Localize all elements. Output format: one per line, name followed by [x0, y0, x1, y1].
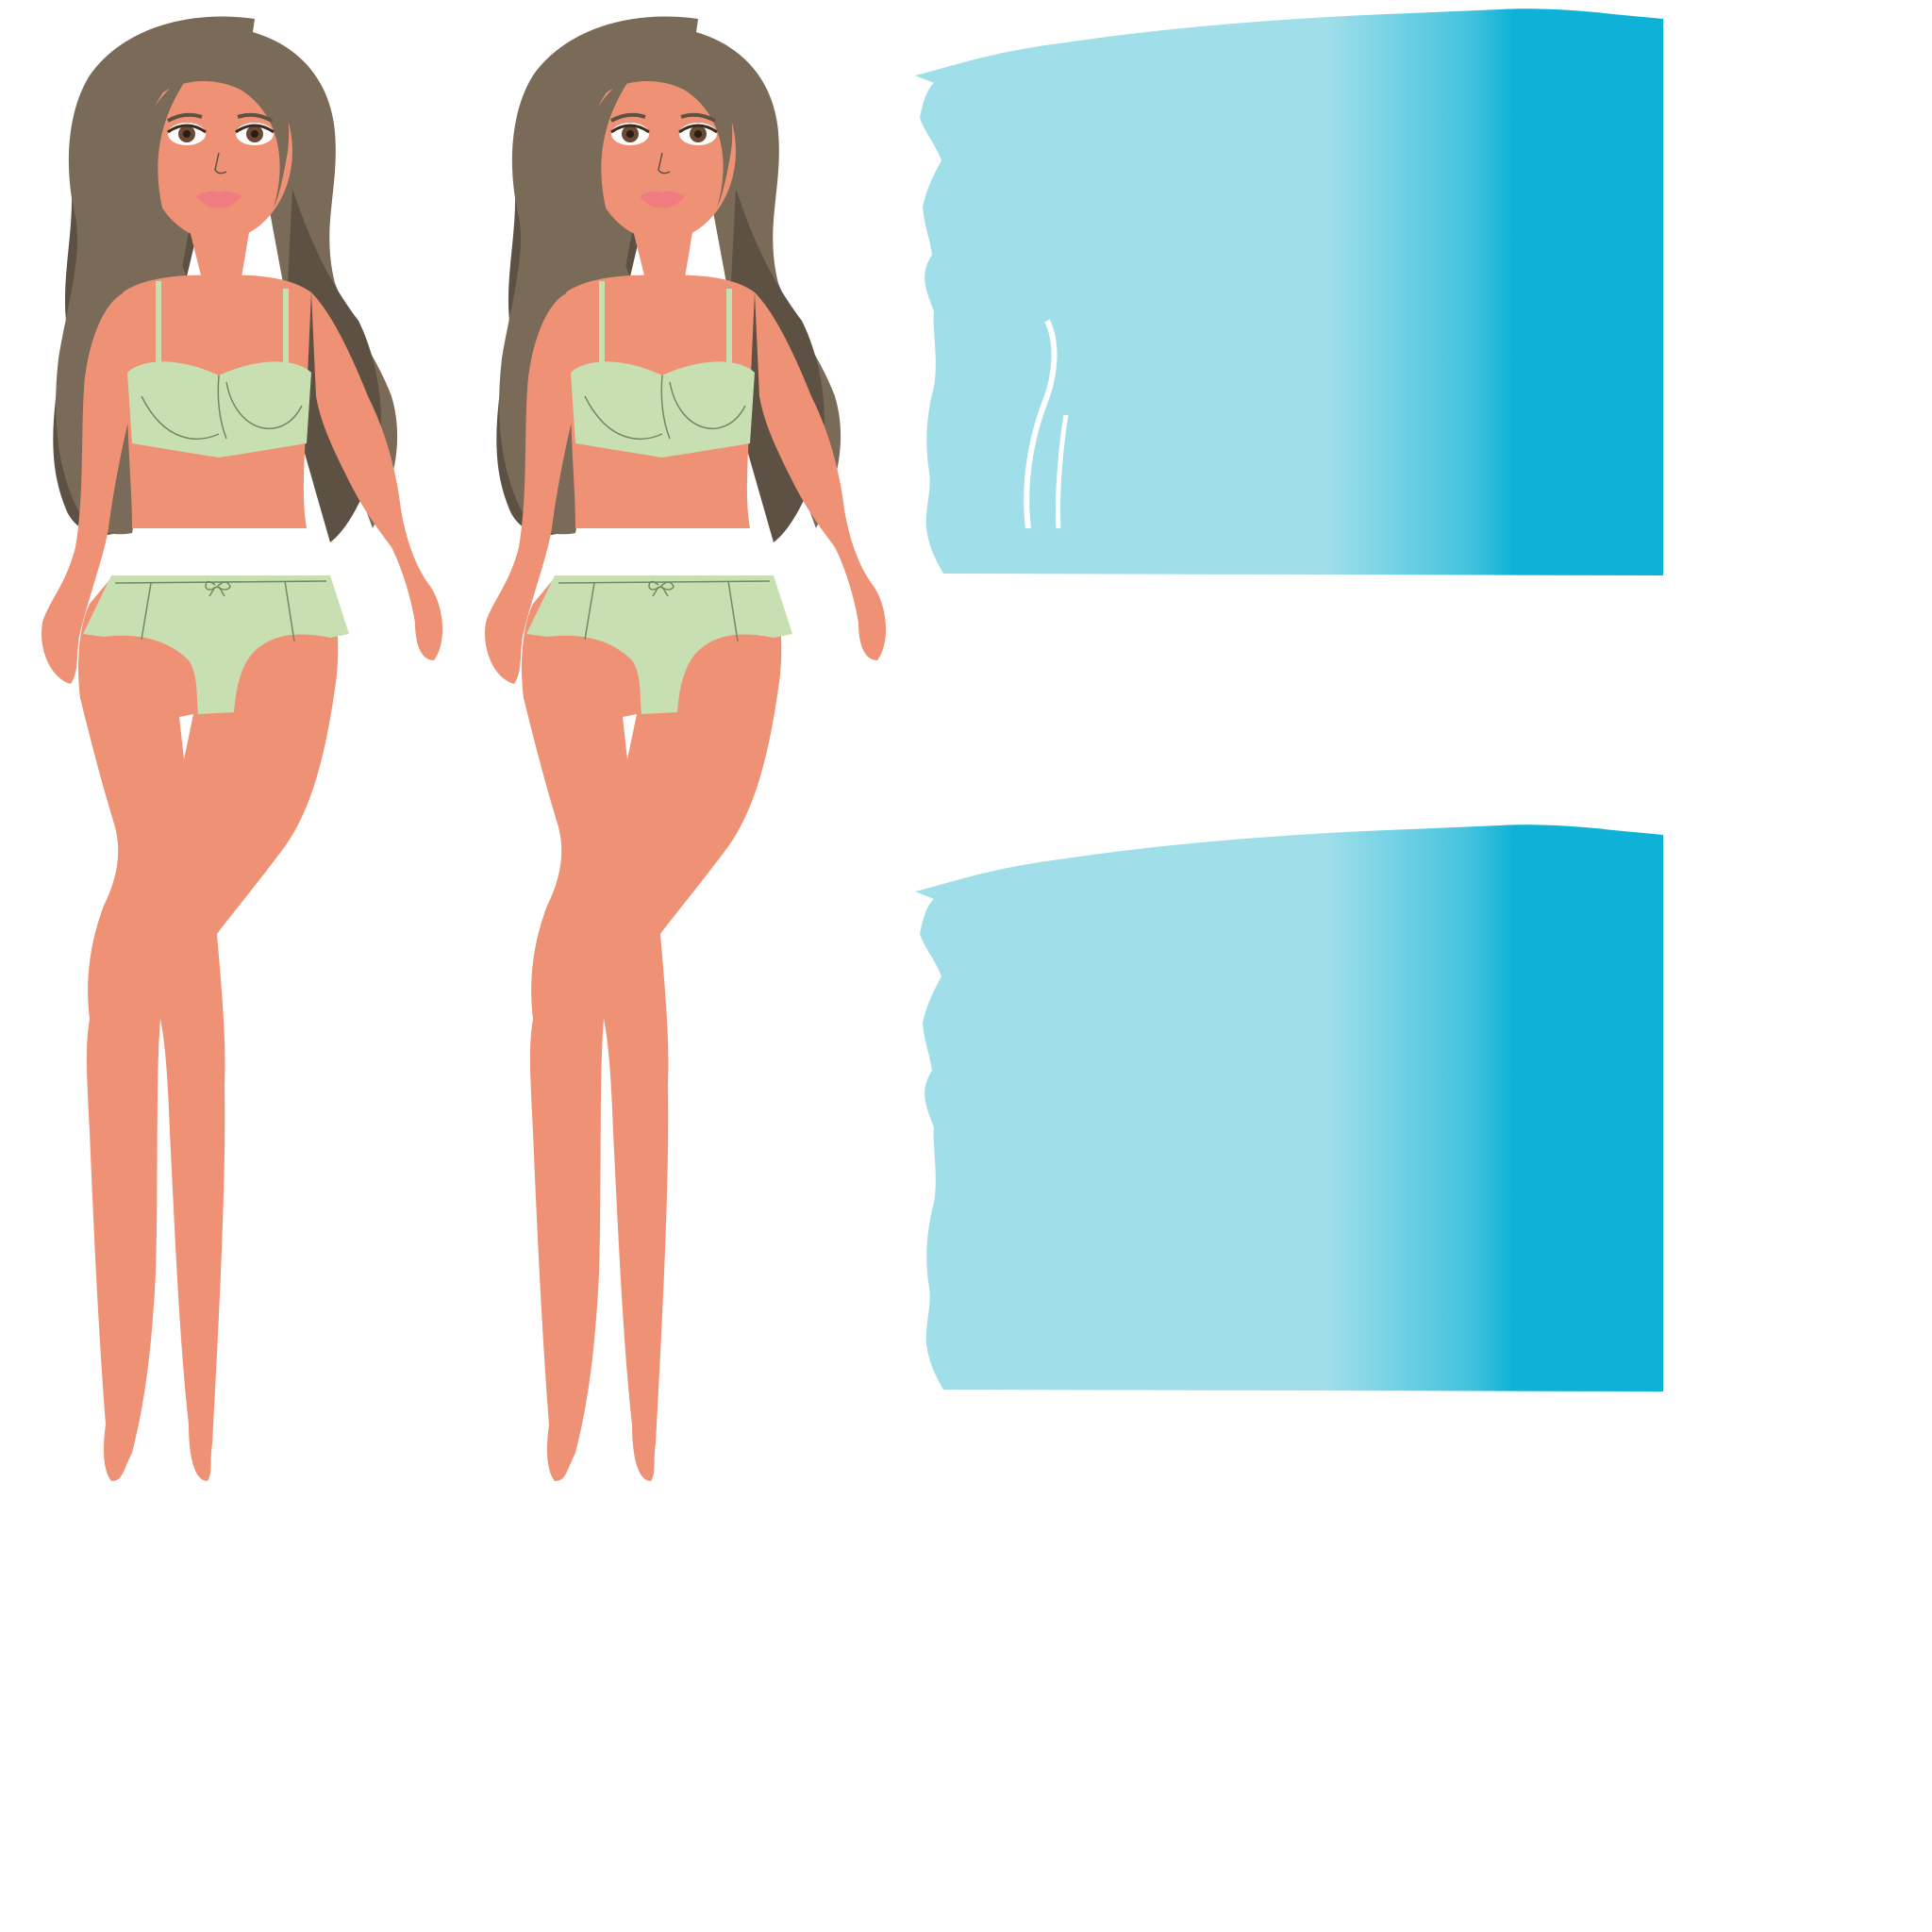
girl-figure-right: [483, 14, 889, 1483]
water-panel-top: [915, 8, 1663, 576]
ripple-line: [1024, 319, 1058, 529]
ripple-line: [1056, 414, 1069, 529]
water-panel-bottom: [915, 824, 1663, 1391]
girl-figure-left: [40, 14, 445, 1483]
